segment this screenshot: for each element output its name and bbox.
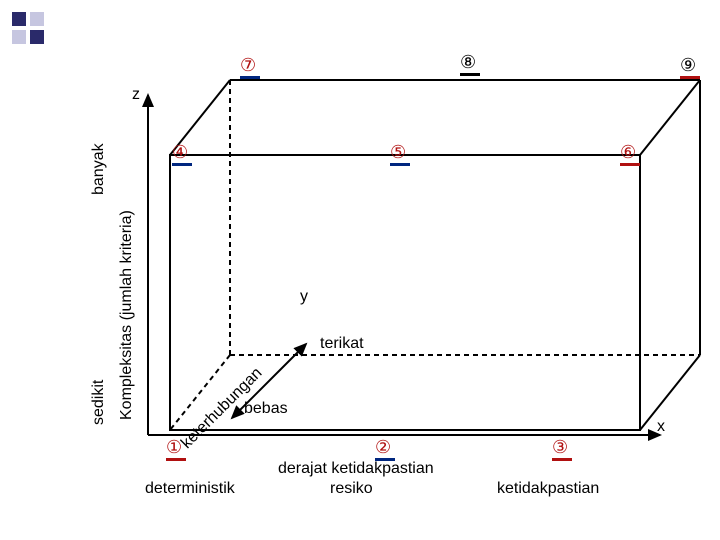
vertex-badge-4: ④ <box>172 142 192 166</box>
axis-label-y: y <box>300 288 308 306</box>
badge-underline <box>680 76 700 79</box>
y-arrow-label-top: terikat <box>320 335 364 353</box>
badge-underline <box>552 458 572 461</box>
vertex-badge-2: ② <box>375 437 395 461</box>
vertex-badge-8: ⑧ <box>460 52 480 76</box>
badge-glyph: ⑨ <box>680 55 696 75</box>
badge-underline <box>460 73 480 76</box>
badge-underline <box>620 163 640 166</box>
x-axis-title: derajat ketidakpastian <box>278 460 434 478</box>
z-axis-title: Kompleksitas (jumlah kriteria) <box>118 210 136 420</box>
vertex-badge-9: ⑨ <box>680 55 700 79</box>
vertex-badge-5: ⑤ <box>390 142 410 166</box>
vertex-badge-6: ⑥ <box>620 142 640 166</box>
z-axis-bot: sedikit <box>90 380 108 425</box>
z-axis-top: banyak <box>90 143 108 195</box>
axis-label-z: z <box>132 86 140 104</box>
badge-underline <box>172 163 192 166</box>
badge-underline <box>166 458 186 461</box>
badge-glyph: ⑥ <box>620 142 636 162</box>
badge-glyph: ⑤ <box>390 142 406 162</box>
badge-underline <box>390 163 410 166</box>
badge-underline <box>240 76 260 79</box>
badge-glyph: ③ <box>552 437 568 457</box>
badge-glyph: ② <box>375 437 391 457</box>
slide-3d-box-diagram: { "diagram": { "type": "3d-axis-box", "c… <box>0 0 720 540</box>
x-axis-mid: resiko <box>330 480 373 498</box>
badge-glyph: ④ <box>172 142 188 162</box>
badge-glyph: ⑧ <box>460 52 476 72</box>
axis-label-x: x <box>657 418 665 436</box>
diagram-svg <box>0 0 720 540</box>
vertex-badge-3: ③ <box>552 437 572 461</box>
vertex-badge-7: ⑦ <box>240 55 260 79</box>
badge-glyph: ⑦ <box>240 55 256 75</box>
x-axis-right: ketidakpastian <box>497 480 599 498</box>
y-arrow-label-bot: bebas <box>244 400 288 418</box>
x-axis-left: deterministik <box>145 480 235 498</box>
